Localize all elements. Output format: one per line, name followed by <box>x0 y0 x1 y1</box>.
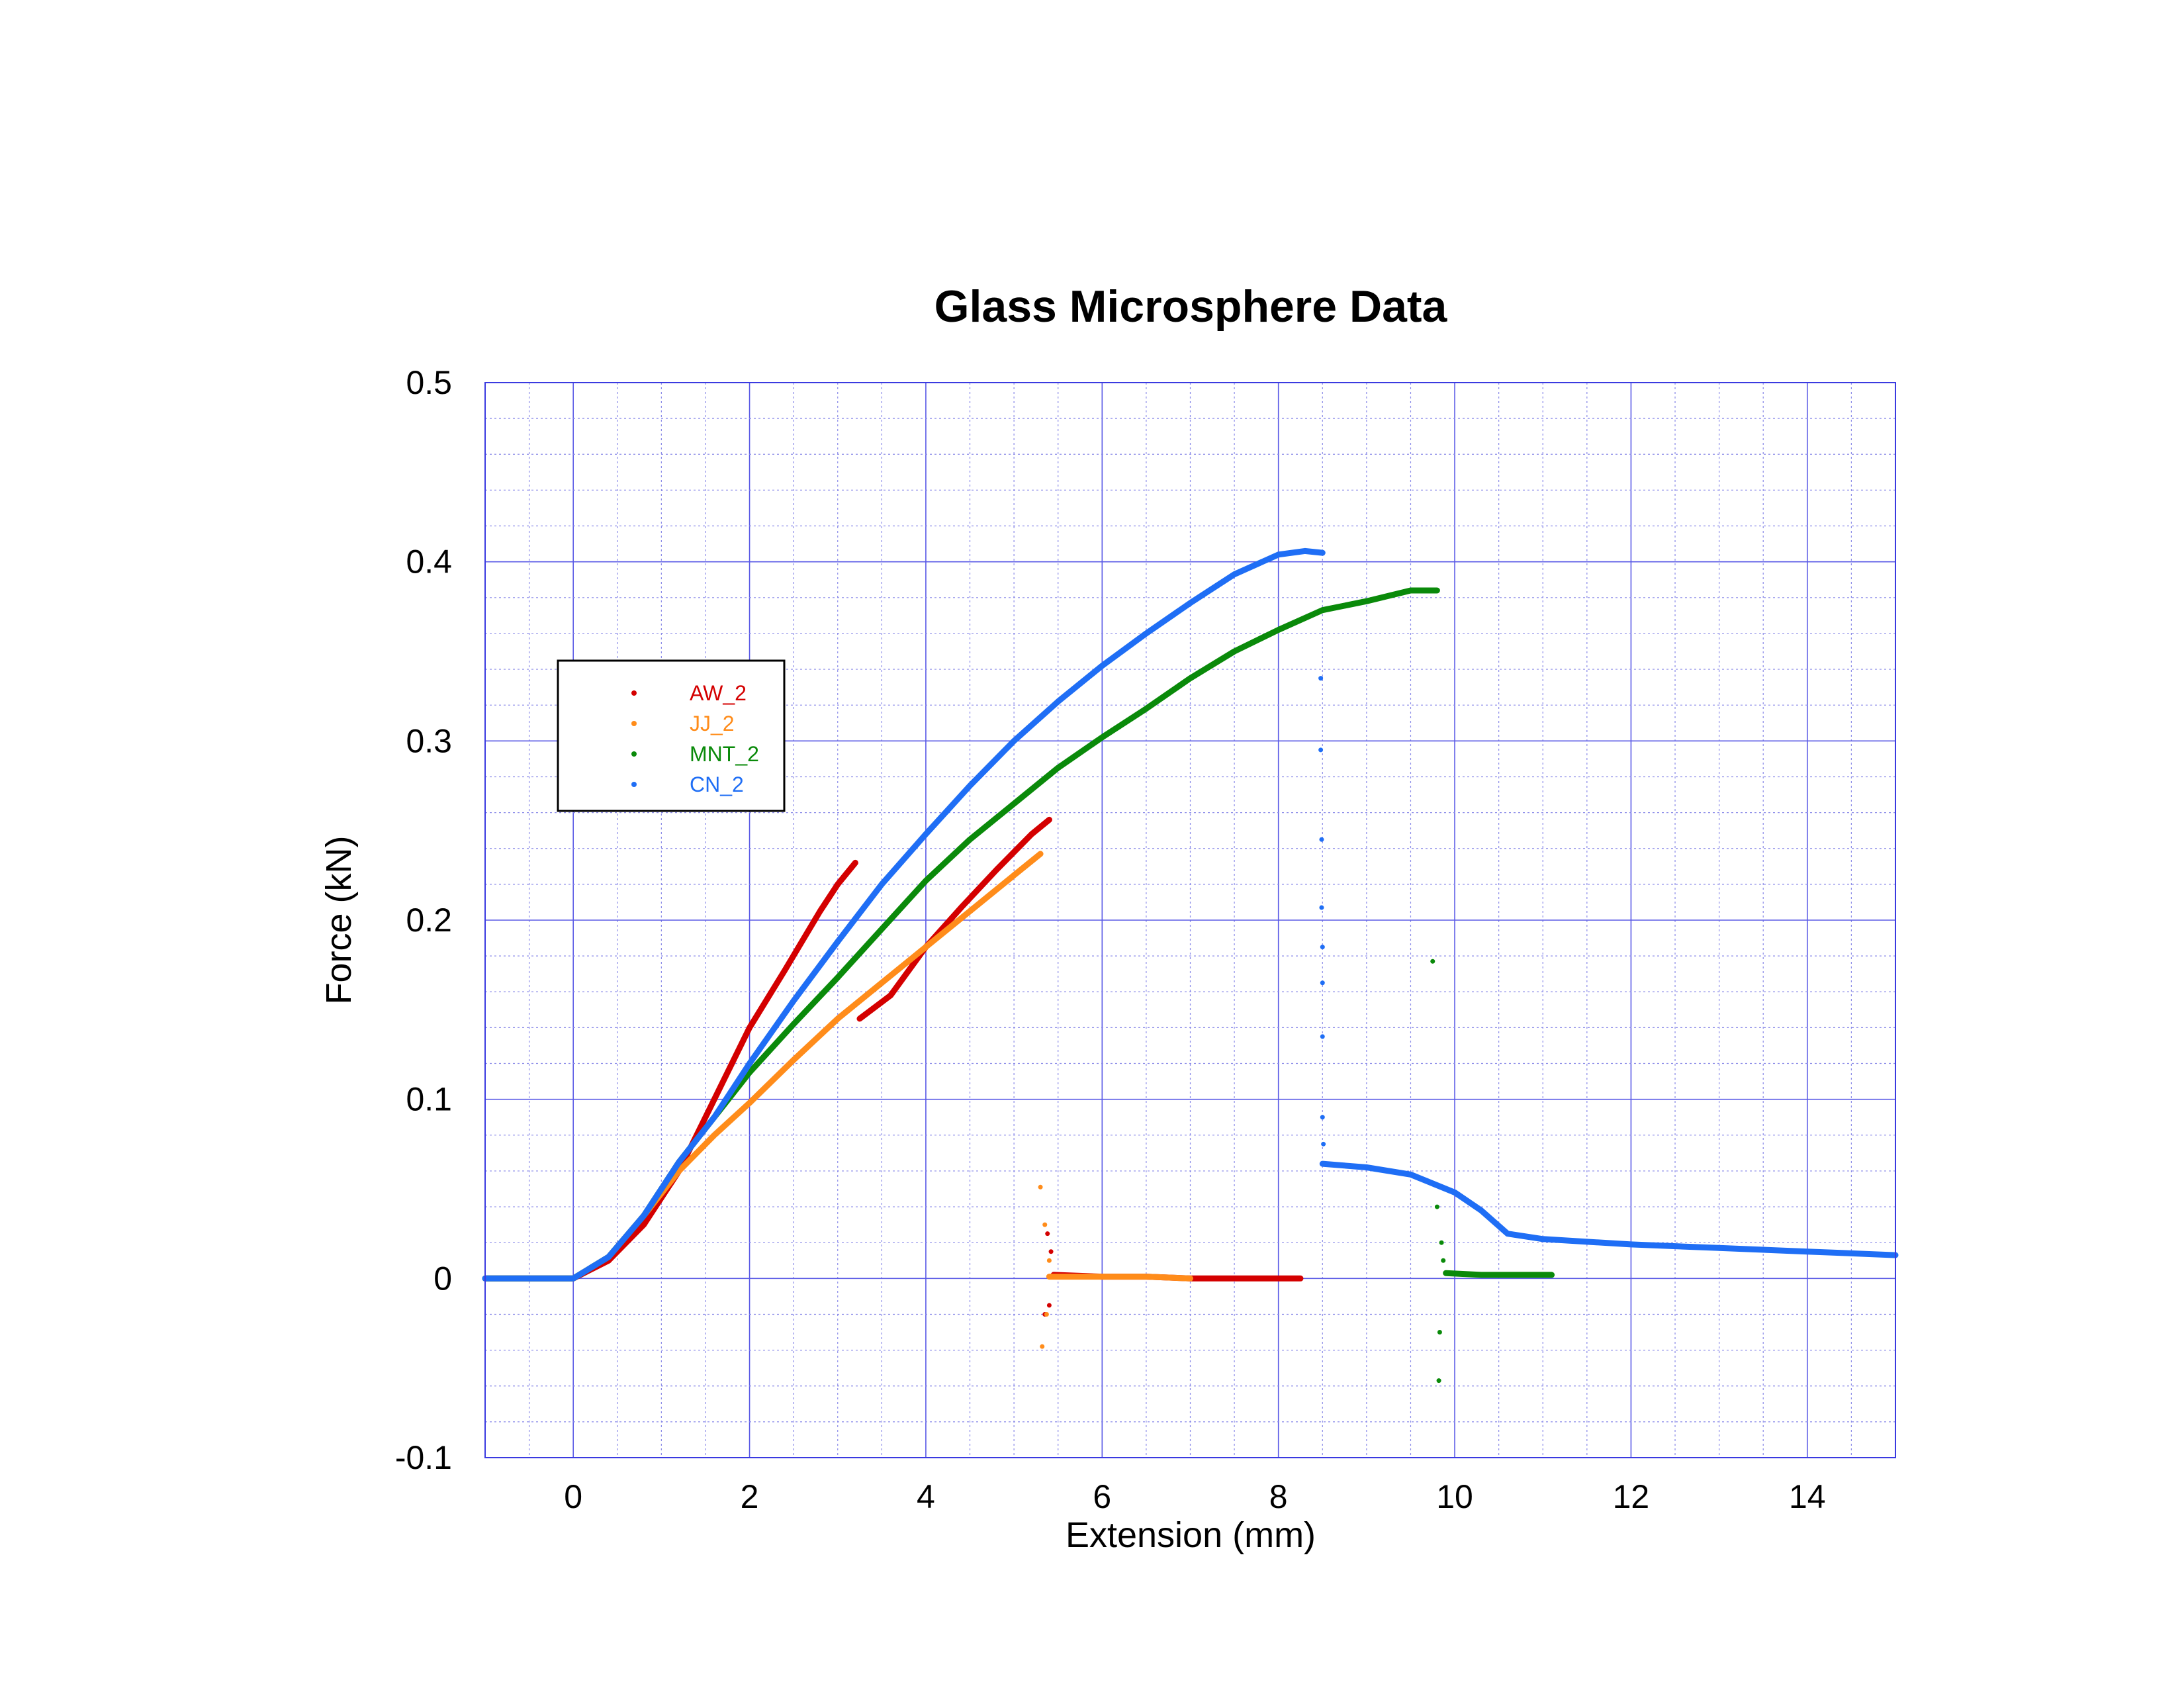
data-point <box>1434 1204 1439 1209</box>
series-aw-2 <box>482 816 1304 1317</box>
data-point <box>1320 945 1325 950</box>
legend-label: CN_2 <box>690 773 744 796</box>
data-point <box>1439 1240 1444 1245</box>
data-point <box>1430 959 1435 964</box>
data-point <box>1320 1115 1325 1120</box>
y-tick-label: 0.1 <box>406 1081 452 1118</box>
data-point <box>1319 905 1324 910</box>
x-tick-label: 12 <box>1613 1478 1650 1515</box>
data-point <box>1046 1258 1052 1263</box>
y-tick-label: 0 <box>433 1260 452 1297</box>
data-point <box>1048 1249 1054 1254</box>
legend-label: AW_2 <box>690 681 747 705</box>
data-point <box>1319 837 1324 842</box>
x-tick-label: 10 <box>1436 1478 1473 1515</box>
data-point <box>1046 1303 1052 1308</box>
legend-marker <box>631 782 637 787</box>
plot-area-frame <box>484 382 1896 1458</box>
series-line <box>482 851 1044 1282</box>
data-point <box>1045 1231 1050 1237</box>
y-tick-label: 0.5 <box>406 364 452 401</box>
data-point <box>1437 1330 1442 1335</box>
data-series <box>482 547 1899 1383</box>
y-tick-label: 0.3 <box>406 722 452 759</box>
data-point <box>1318 747 1324 753</box>
data-point <box>1441 1258 1446 1263</box>
data-point <box>1320 1034 1325 1039</box>
legend-label: JJ_2 <box>690 712 735 735</box>
series-line <box>856 816 1052 1022</box>
series-line <box>1046 1274 1193 1282</box>
legend-box <box>557 659 786 812</box>
data-point <box>1040 1344 1045 1349</box>
x-tick-label: 0 <box>564 1478 582 1515</box>
series-line <box>482 547 1326 1282</box>
x-tick-label: 8 <box>1269 1478 1288 1515</box>
series-line <box>1443 1270 1555 1278</box>
x-tick-label: 14 <box>1789 1478 1826 1515</box>
series-line <box>1319 1160 1899 1258</box>
data-point <box>1320 980 1325 986</box>
legend-marker <box>631 690 637 696</box>
tick-labels: 0 2 4 6 8 10 12 14 -0.1 0 0.1 0.2 0.3 0.4 0.5 <box>395 364 1826 1515</box>
series-cn-2 <box>482 547 1899 1282</box>
grid <box>484 382 1896 1458</box>
x-axis-label: Extension (mm) <box>1066 1515 1316 1555</box>
legend-label: MNT_2 <box>690 742 759 766</box>
data-point <box>1044 1311 1049 1317</box>
data-point <box>1318 676 1324 681</box>
y-axis-label: Force (kN) <box>319 836 359 1005</box>
legend-marker <box>631 721 637 726</box>
y-tick-label: 0.2 <box>406 902 452 939</box>
y-tick-label: -0.1 <box>395 1439 452 1476</box>
legend-marker <box>631 751 637 757</box>
data-point <box>1321 1141 1326 1147</box>
legend: AW_2 JJ_2 MNT_2 CN_2 <box>557 659 786 812</box>
data-point <box>1436 1378 1441 1383</box>
chart-title: Glass Microsphere Data <box>934 281 1448 332</box>
y-tick-label: 0.4 <box>406 543 452 581</box>
x-tick-label: 4 <box>917 1478 935 1515</box>
data-point <box>1042 1222 1048 1227</box>
series-line <box>482 859 858 1282</box>
x-tick-label: 2 <box>741 1478 759 1515</box>
x-tick-label: 6 <box>1093 1478 1111 1515</box>
data-point <box>1038 1184 1043 1190</box>
